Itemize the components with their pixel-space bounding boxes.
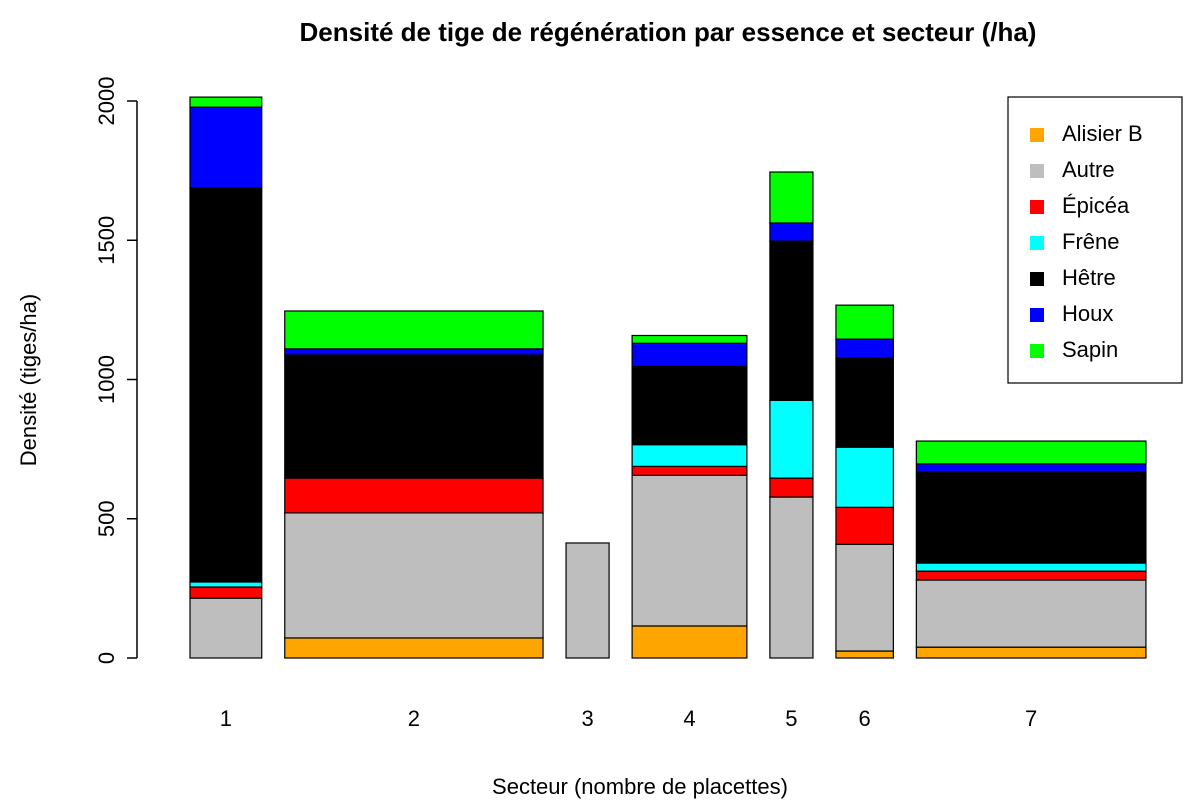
legend-label: Épicéa (1062, 193, 1130, 218)
bar-segment (769, 477, 814, 498)
legend-label: Sapin (1062, 337, 1118, 362)
bar-segment (631, 342, 748, 368)
legend-swatch (1030, 164, 1044, 178)
bar-segment (284, 348, 544, 356)
legend-label: Hêtre (1062, 265, 1116, 290)
bar-segment (835, 543, 894, 652)
y-tick-label: 0 (94, 652, 119, 664)
bar-segment (835, 506, 894, 545)
bar-segment (835, 446, 894, 508)
x-tick-label: 7 (1025, 706, 1037, 731)
chart-title: Densité de tige de régénération par esse… (300, 17, 1037, 47)
bar-segment (915, 471, 1147, 564)
legend-label: Autre (1062, 157, 1115, 182)
bar-segment (769, 240, 814, 401)
bar-segment (284, 310, 544, 350)
y-tick-label: 1000 (94, 355, 119, 404)
bar-segment (631, 365, 748, 446)
bar-segment (915, 440, 1147, 465)
x-tick-label: 4 (683, 706, 695, 731)
bar-segment (189, 581, 263, 588)
legend-swatch (1030, 272, 1044, 286)
x-axis-label: Secteur (nombre de placettes) (492, 774, 788, 799)
x-tick-label: 3 (581, 706, 593, 731)
bar-segment (835, 304, 894, 340)
y-tick-label: 1500 (94, 216, 119, 265)
bar-segment (835, 357, 894, 448)
bar-segment (915, 579, 1147, 648)
bar-segment (631, 474, 748, 627)
x-tick-label: 1 (220, 706, 232, 731)
bar-segment (189, 597, 263, 659)
legend-label: Frêne (1062, 229, 1119, 254)
bar-segment (769, 496, 814, 659)
bar-segment (284, 354, 544, 479)
x-tick-label: 5 (785, 706, 797, 731)
bar-segment (915, 463, 1147, 473)
bar-segment (284, 637, 544, 659)
bar-segment (835, 338, 894, 359)
x-tick-label: 2 (408, 706, 420, 731)
y-tick-label: 2000 (94, 77, 119, 126)
legend-swatch (1030, 200, 1044, 214)
bar-segment (631, 625, 748, 659)
bar-segment (631, 334, 748, 344)
legend-swatch (1030, 128, 1044, 142)
bar-segment (565, 542, 610, 659)
y-axis-label: Densité (tiges/ha) (16, 294, 41, 466)
bar-segment (189, 586, 263, 599)
x-tick-label: 6 (859, 706, 871, 731)
y-tick-label: 500 (94, 500, 119, 537)
bar-segment (915, 562, 1147, 572)
legend-label: Alisier B (1062, 121, 1143, 146)
bar-segment (769, 171, 814, 224)
legend-swatch (1030, 344, 1044, 358)
bar-segment (189, 106, 263, 189)
bar-segment (631, 444, 748, 467)
bar-segment (631, 465, 748, 476)
bar-segment (189, 187, 263, 583)
bar-segment (189, 96, 263, 108)
bar-segment (835, 650, 894, 659)
bar-segment (284, 477, 544, 514)
legend-swatch (1030, 236, 1044, 250)
bar-segment (284, 512, 544, 639)
legend-label: Houx (1062, 301, 1113, 326)
bar-segment (769, 222, 814, 242)
legend-swatch (1030, 308, 1044, 322)
bar-segment (915, 570, 1147, 581)
bar-segment (769, 399, 814, 479)
bar-segment (915, 646, 1147, 659)
